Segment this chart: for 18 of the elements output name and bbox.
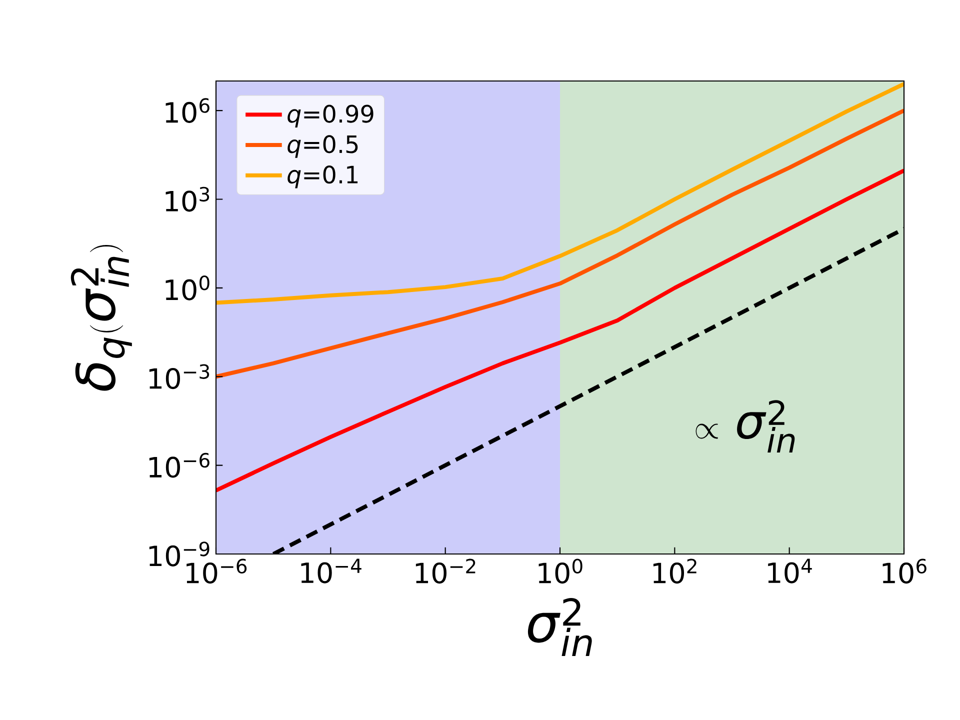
legend-label: q=0.5 bbox=[288, 135, 358, 158]
y-tick-label: 10$^{3}$ bbox=[166, 186, 210, 212]
x-tick-label: 10$^{2}$ bbox=[653, 558, 696, 584]
y-tick-label: 10$^{−6}$ bbox=[149, 452, 210, 478]
annotation: $\propto\,\sigma_{in}^{2}$ bbox=[696, 400, 795, 452]
x-tick-label: 10$^{−2}$ bbox=[416, 558, 476, 584]
x-tick-label: 10$^{6}$ bbox=[882, 558, 926, 584]
x-tick-label: 10$^{4}$ bbox=[768, 558, 812, 584]
y-tick-label: 10$^{0}$ bbox=[166, 276, 210, 300]
legend-label: q=0.1 bbox=[288, 166, 358, 188]
x-tick-label: 10$^{0}$ bbox=[538, 558, 582, 584]
x-axis-title: $\sigma_{in}^{2}$ bbox=[528, 598, 592, 656]
y-axis-title: $\delta_{q}(\sigma_{in}^{2})$ bbox=[70, 244, 132, 391]
line-series bbox=[216, 82, 904, 305]
y-tick-label: 10$^{−3}$ bbox=[149, 364, 210, 390]
legend-label: q=0.99 bbox=[288, 104, 374, 128]
y-tick-label: 10$^{6}$ bbox=[166, 98, 210, 124]
x-tick-label: 10$^{−4}$ bbox=[301, 558, 362, 584]
